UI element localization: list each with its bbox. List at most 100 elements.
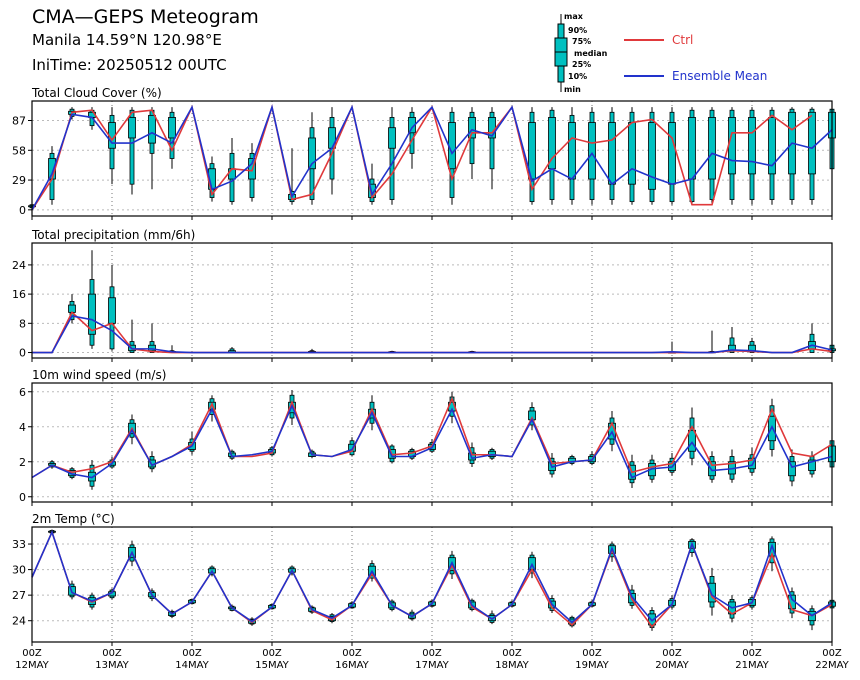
x-tick-label-time: 00Z (582, 648, 602, 659)
x-tick-label-time: 00Z (22, 648, 42, 659)
box-25-75 (748, 117, 756, 175)
box-member (788, 449, 796, 487)
y-tick-label: 4 (19, 421, 26, 434)
box-member (108, 107, 116, 185)
x-tick-label-date: 13MAY (95, 660, 129, 671)
panel-temperature (28, 526, 836, 646)
panel-cloud-cover (28, 100, 836, 220)
box-member (228, 347, 236, 353)
box-member (668, 107, 676, 205)
box-25-75 (668, 122, 676, 185)
x-tick-label-time: 00Z (662, 648, 682, 659)
y-tick-label: 29 (12, 174, 26, 187)
panel-wind-speed-title: 10m wind speed (m/s) (32, 368, 166, 382)
x-tick-label-date: 14MAY (175, 660, 209, 671)
box-member (748, 107, 756, 205)
legend-90-label: 90% (568, 26, 588, 35)
panel-temperature-title: 2m Temp (°C) (32, 512, 115, 526)
y-tick-label: 87 (12, 115, 26, 128)
y-tick-label: 0 (19, 204, 26, 217)
box-25-75 (228, 168, 236, 180)
box-25-75 (608, 122, 616, 185)
ensemble-mean-line (31, 104, 833, 211)
box-member (708, 451, 716, 483)
box-25-75 (788, 461, 796, 477)
box-25-75 (328, 127, 336, 149)
x-tick-label-time: 00Z (182, 648, 202, 659)
box-25-75 (148, 114, 156, 144)
box-member (808, 605, 816, 631)
box-member (388, 107, 396, 205)
box-25-75 (128, 117, 136, 139)
box-25-75 (68, 304, 76, 313)
y-tick-label: 27 (12, 589, 26, 602)
box-member (688, 538, 696, 557)
legend-max-label: max (564, 12, 583, 21)
box-member (528, 402, 536, 431)
x-tick-label-date: 19MAY (575, 660, 609, 671)
box-25-75 (168, 117, 176, 139)
legend-75-label: 75% (572, 37, 592, 46)
box-member (128, 107, 136, 195)
box-25-75 (708, 461, 716, 477)
box-25-75 (448, 122, 456, 170)
x-tick-label-time: 00Z (422, 648, 442, 659)
box-member (608, 107, 616, 205)
box-25-75 (768, 117, 776, 175)
y-tick-label: 0 (19, 491, 26, 504)
x-tick-label-date: 22MAY (815, 660, 849, 671)
box-25-75 (628, 122, 636, 185)
legend-10-label: 10% (568, 72, 588, 81)
legend-median-label: median (574, 49, 608, 58)
ensemble-mean-line (32, 315, 833, 354)
box-25-75 (808, 111, 816, 175)
box-25-75 (88, 293, 96, 335)
legend-mean-label: Ensemble Mean (672, 69, 768, 83)
y-tick-label: 58 (12, 144, 26, 157)
box-10-90 (129, 109, 135, 185)
box-member (768, 107, 776, 205)
box-member (588, 451, 596, 466)
y-tick-label: 24 (12, 615, 26, 628)
box-25-75 (648, 613, 656, 626)
y-tick-label: 8 (19, 317, 26, 330)
y-tick-label: 6 (19, 386, 26, 399)
x-tick-label-date: 12MAY (15, 660, 49, 671)
box-25-75 (588, 122, 596, 180)
box-member (788, 107, 796, 205)
y-tick-label: 0 (19, 347, 26, 360)
box-member (568, 107, 576, 205)
panel-precipitation-title: Total precipitation (mm/6h) (31, 228, 195, 242)
box-member (708, 330, 716, 354)
box-member (688, 407, 696, 466)
x-tick-label-time: 00Z (102, 648, 122, 659)
box-member (448, 107, 456, 205)
box-25-75 (688, 429, 696, 452)
box-member (148, 107, 156, 190)
box-member (88, 250, 96, 349)
box-member (568, 454, 576, 466)
x-tick-label-time: 00Z (742, 648, 762, 659)
x-tick-label-time: 00Z (502, 648, 522, 659)
box-member (648, 107, 656, 205)
box-25-75 (488, 450, 496, 457)
box-member (728, 449, 736, 483)
x-tick-label-time: 00Z (262, 648, 282, 659)
box-member (688, 107, 696, 205)
location-label: Manila 14.59°N 120.98°E (32, 31, 222, 49)
y-tick-label: 2 (19, 456, 26, 469)
box-25-75 (308, 137, 316, 170)
box-member (488, 447, 496, 460)
box-member (108, 264, 116, 351)
box-member (248, 143, 256, 202)
box-member (548, 107, 556, 205)
box-member (408, 107, 416, 169)
legend-min-label: min (564, 85, 581, 94)
x-tick-label-date: 15MAY (255, 660, 289, 671)
box-25-75 (688, 117, 696, 180)
box-member (728, 107, 736, 205)
box-10-90 (489, 111, 495, 170)
x-tick-label-date: 16MAY (335, 660, 369, 671)
box-25-75 (708, 582, 716, 603)
